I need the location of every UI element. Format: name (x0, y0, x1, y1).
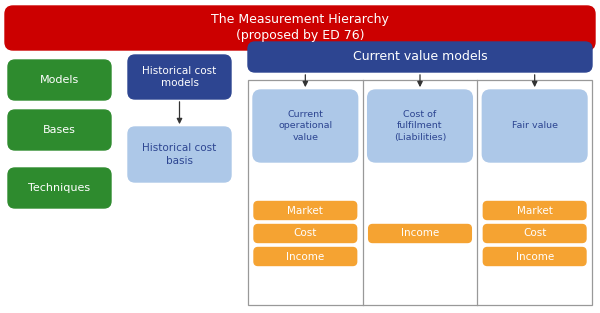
Text: Market: Market (287, 206, 323, 215)
Text: Current
operational
value: Current operational value (278, 110, 332, 141)
FancyBboxPatch shape (5, 6, 595, 50)
FancyBboxPatch shape (128, 127, 231, 182)
FancyBboxPatch shape (254, 202, 356, 219)
Text: Historical cost
basis: Historical cost basis (142, 143, 217, 166)
FancyBboxPatch shape (128, 55, 231, 99)
FancyBboxPatch shape (248, 42, 592, 72)
Text: Market: Market (517, 206, 553, 215)
Text: Models: Models (40, 75, 79, 85)
Text: Current value models: Current value models (353, 50, 487, 64)
FancyBboxPatch shape (484, 224, 586, 243)
FancyBboxPatch shape (368, 224, 472, 243)
FancyBboxPatch shape (484, 248, 586, 265)
FancyBboxPatch shape (482, 90, 587, 162)
FancyBboxPatch shape (8, 168, 111, 208)
Text: Techniques: Techniques (28, 183, 91, 193)
Text: Income: Income (401, 228, 439, 239)
Text: Cost: Cost (523, 228, 547, 239)
FancyBboxPatch shape (254, 248, 356, 265)
FancyBboxPatch shape (368, 90, 472, 162)
Text: Bases: Bases (43, 125, 76, 135)
FancyBboxPatch shape (254, 224, 356, 243)
FancyBboxPatch shape (484, 202, 586, 219)
Text: Cost of
fulfilment
(Liabilities): Cost of fulfilment (Liabilities) (394, 110, 446, 141)
Text: The Measurement Hierarchy
(proposed by ED 76): The Measurement Hierarchy (proposed by E… (211, 13, 389, 43)
Text: Historical cost
models: Historical cost models (142, 66, 217, 88)
Text: Cost: Cost (293, 228, 317, 239)
Text: Income: Income (286, 252, 325, 261)
FancyBboxPatch shape (8, 110, 111, 150)
Text: Income: Income (515, 252, 554, 261)
FancyBboxPatch shape (8, 60, 111, 100)
Bar (248, 80, 592, 305)
FancyBboxPatch shape (253, 90, 358, 162)
Text: Fair value: Fair value (512, 121, 557, 131)
